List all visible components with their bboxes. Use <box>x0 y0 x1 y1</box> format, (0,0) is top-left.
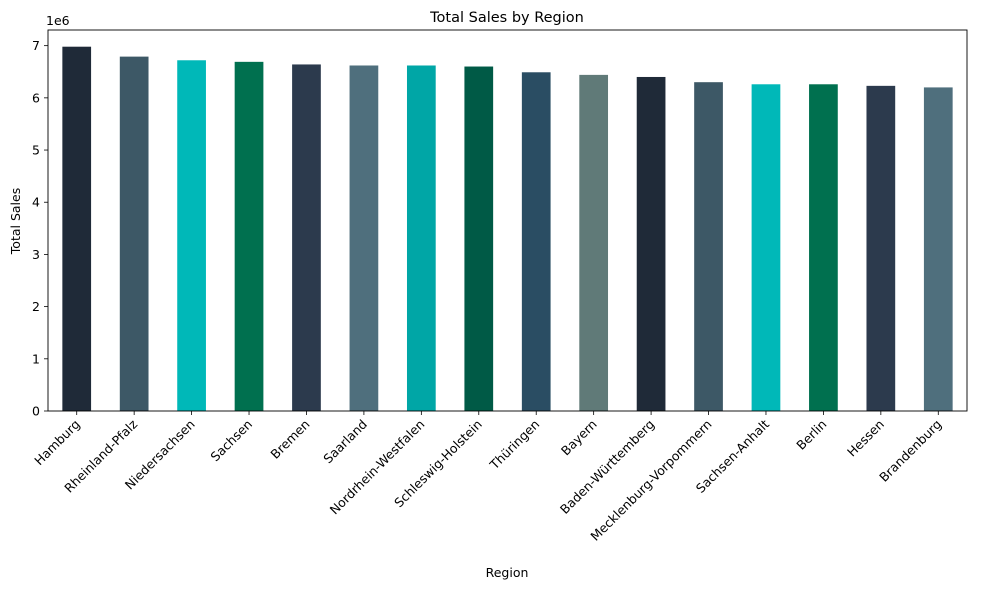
bar-hamburg <box>62 46 92 411</box>
plot-frame <box>47 29 968 412</box>
x-tick-label: Berlin <box>793 417 829 453</box>
x-tick-label: Hessen <box>844 417 887 460</box>
x-axis-label: Region <box>486 565 529 580</box>
bar-schleswig-holstein <box>464 66 494 411</box>
bar-baden-w-rttemberg <box>636 76 666 411</box>
x-tick-label: Baden-Württemberg <box>557 417 657 517</box>
x-tick-label: Bayern <box>558 417 600 459</box>
bar-bremen <box>292 64 321 411</box>
bars-group <box>62 46 953 412</box>
bar-mecklenburg-vorpommern <box>694 82 723 411</box>
y-tick-label: 7 <box>32 38 40 53</box>
x-tick-label: Bremen <box>267 417 312 462</box>
bar-saarland <box>349 65 379 412</box>
x-tick-label: Mecklenburg-Vorpommern <box>587 417 714 544</box>
y-axis-ticks: 0 1 2 3 4 5 6 7 <box>32 38 48 419</box>
bar-sachsen <box>234 61 264 412</box>
x-tick-label: Sachsen <box>207 417 255 465</box>
bar-brandenburg <box>923 87 953 411</box>
bar-sachsen-anhalt <box>751 84 781 411</box>
y-tick-label: 5 <box>32 143 40 158</box>
bar-hessen <box>866 85 896 411</box>
y-tick-label: 2 <box>32 299 40 314</box>
bar-rheinland-pfalz <box>119 56 149 412</box>
y-tick-label: 4 <box>32 195 40 210</box>
bar-nordrhein-westfalen <box>406 65 436 412</box>
y-tick-label: 6 <box>32 90 40 105</box>
bar-niedersachsen <box>177 60 206 412</box>
y-axis-label: Total Sales <box>8 188 23 255</box>
bar-th-ringen <box>521 72 551 411</box>
chart-title: Total Sales by Region <box>429 10 584 26</box>
bar-berlin <box>809 84 838 411</box>
y-tick-label: 0 <box>32 404 40 419</box>
x-tick-label: Hamburg <box>31 417 83 469</box>
x-tick-label: Nordrhein-Westfalen <box>327 417 428 518</box>
y-tick-label: 3 <box>32 247 40 262</box>
bar-bayern <box>579 74 609 411</box>
y-tick-label: 1 <box>32 351 40 366</box>
x-tick-label: Thüringen <box>486 417 542 473</box>
x-tick-label: Saarland <box>320 417 370 467</box>
y-axis-offset-label: 1e6 <box>46 13 70 28</box>
